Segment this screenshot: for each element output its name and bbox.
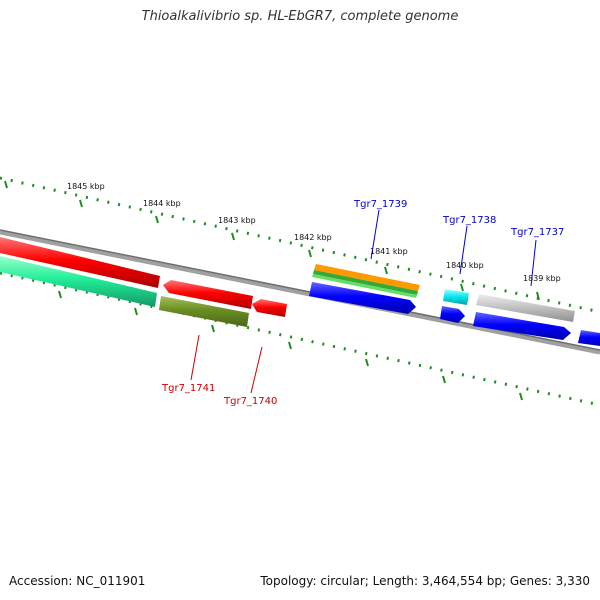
gene-label-tgr7-1739: Tgr7_1739 — [353, 199, 407, 210]
gene-bar-cyan — [443, 289, 469, 305]
map-title: Thioalkalivibrio sp. HL-EbGR7, complete … — [141, 9, 459, 24]
scale-label: 1842 kbp — [294, 233, 332, 242]
gene-bar-orange — [314, 264, 420, 291]
scale-label: 1844 kbp — [143, 199, 181, 208]
scale-label: 1843 kbp — [218, 216, 256, 225]
outer-tick-ring — [0, 176, 600, 314]
scale-label: 1841 kbp — [370, 247, 408, 256]
label-leaders — [190, 209, 537, 394]
gene-label-tgr7-1740: Tgr7_1740 — [223, 396, 277, 407]
inner-major-ticks — [58, 290, 523, 401]
gene-bar-lime — [312, 274, 417, 298]
gene-arrow-red — [0, 237, 160, 288]
major-ticks — [4, 180, 540, 301]
gene-arrow-blue-1739 — [309, 282, 416, 314]
forward-strand-features — [0, 237, 575, 322]
gene-bar-olive — [159, 296, 249, 327]
gene-arrow-blue-1738 — [440, 306, 465, 323]
gene-label-tgr7-1741: Tgr7_1741 — [161, 383, 215, 394]
gene-arrow-blue-1737 — [473, 312, 571, 340]
gene-bar-gray — [476, 294, 575, 322]
gene-label-tgr7-1738: Tgr7_1738 — [442, 215, 496, 226]
inner-tick-ring — [0, 271, 600, 407]
reverse-strand-features — [0, 256, 600, 346]
gene-label-tgr7-1737: Tgr7_1737 — [510, 227, 564, 238]
gene-labels: Tgr7_1739 Tgr7_1738 Tgr7_1737 Tgr7_1741 … — [161, 199, 564, 407]
gene-bar-green — [313, 270, 418, 295]
gene-arrow-red-1740 — [252, 299, 287, 317]
scale-labels: 1845 kbp 1844 kbp 1843 kbp 1842 kbp 1841… — [67, 182, 561, 283]
gene-bar-spring — [0, 256, 157, 307]
scale-label: 1840 kbp — [446, 261, 484, 270]
gene-arrow-blue-partial — [578, 330, 600, 346]
accession-text: Accession: NC_011901 — [9, 574, 146, 588]
genome-summary-text: Topology: circular; Length: 3,464,554 bp… — [260, 574, 590, 588]
gene-arrow-red-1741 — [163, 280, 253, 309]
scale-label: 1845 kbp — [67, 182, 105, 191]
scale-label: 1839 kbp — [523, 274, 561, 283]
